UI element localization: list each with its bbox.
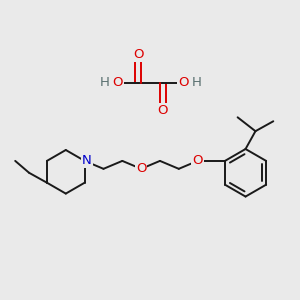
Text: N: N bbox=[82, 154, 92, 167]
Text: O: O bbox=[133, 48, 143, 62]
Text: H: H bbox=[192, 76, 202, 89]
Text: O: O bbox=[158, 104, 168, 117]
Text: H: H bbox=[100, 76, 110, 89]
Text: O: O bbox=[192, 154, 203, 167]
Text: O: O bbox=[178, 76, 189, 89]
Text: O: O bbox=[112, 76, 123, 89]
Text: O: O bbox=[136, 162, 146, 175]
